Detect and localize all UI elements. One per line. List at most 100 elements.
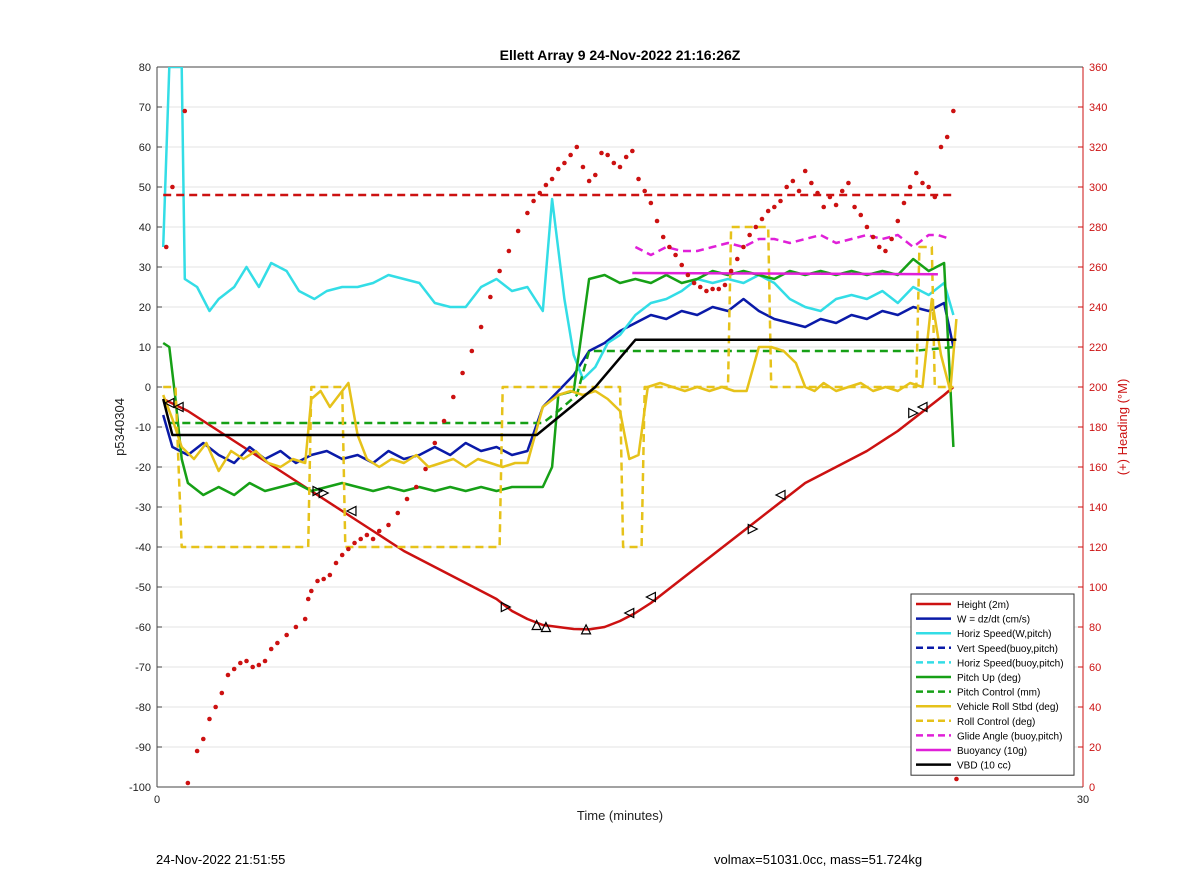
heading-point	[951, 108, 956, 114]
heading-point	[895, 218, 901, 224]
heading-point	[778, 198, 783, 204]
heading-point	[413, 484, 419, 490]
y-tick-label: -100	[129, 782, 151, 794]
legend-label: Roll Control (deg)	[957, 717, 1035, 728]
heading-point	[716, 286, 722, 292]
heading-point	[809, 180, 814, 186]
legend-label: Height (2m)	[957, 600, 1009, 611]
height-marker	[774, 489, 786, 501]
heading-point	[796, 188, 802, 194]
series-line	[169, 345, 954, 425]
heading-point	[568, 152, 573, 158]
y-axis-label: p5340304	[112, 398, 127, 456]
heading-point	[821, 204, 827, 210]
height-marker	[747, 523, 759, 535]
heading-point	[170, 184, 175, 190]
heading-point	[883, 248, 888, 254]
heading-point	[185, 780, 191, 786]
heading-point	[460, 370, 465, 376]
heading-point	[376, 528, 382, 534]
heading-point	[870, 234, 876, 240]
y-tick-label: 40	[139, 222, 151, 234]
y-tick-label: -30	[135, 502, 151, 514]
series-line	[162, 386, 955, 631]
heading-point	[710, 286, 715, 292]
series-line	[632, 271, 938, 276]
heading-point	[839, 188, 845, 194]
y2-axis-label: (+) Heading (°M)	[1115, 379, 1130, 476]
heading-point	[846, 180, 851, 186]
legend-label: W = dz/dt (cm/s)	[957, 615, 1030, 626]
heading-point	[901, 200, 907, 206]
x-axis-label: Time (minutes)	[577, 808, 663, 823]
heading-point	[451, 394, 456, 400]
heading-point	[630, 148, 635, 154]
heading-point	[858, 212, 864, 218]
heading-point	[244, 658, 249, 664]
heading-point	[469, 348, 475, 354]
footer-summary: volmax=51031.0cc, mass=51.724kg	[714, 852, 923, 867]
legend-box	[910, 593, 1075, 776]
heading-point	[352, 540, 357, 546]
heading-point	[599, 150, 604, 156]
heading-point	[697, 284, 703, 290]
series-line	[161, 338, 957, 437]
y2-tick-label: 100	[1089, 582, 1107, 594]
heading-point	[593, 172, 598, 178]
y2-tick-label: 240	[1089, 302, 1107, 314]
legend-label: Buoyancy (10g)	[957, 746, 1027, 757]
heading-point	[660, 234, 666, 240]
heading-point	[262, 658, 268, 664]
y2-tick-label: 320	[1089, 142, 1107, 154]
legend-label: Vehicle Roll Stbd (deg)	[957, 702, 1059, 713]
y-tick-label: 30	[139, 262, 151, 274]
heading-point	[441, 418, 447, 424]
y-tick-label: 50	[139, 182, 151, 194]
heading-point	[642, 188, 647, 194]
y2-tick-label: 360	[1089, 62, 1107, 74]
footer-timestamp: 24-Nov-2022 21:51:55	[156, 852, 286, 867]
y-tick-label: -20	[135, 462, 151, 474]
height-marker	[531, 619, 543, 631]
heading-point	[667, 244, 672, 250]
heading-point	[747, 232, 752, 238]
heading-point	[358, 536, 364, 542]
y-tick-label: -10	[135, 422, 151, 434]
heading-point	[321, 576, 326, 582]
legend-label: Glide Angle (buoy,pitch)	[957, 731, 1062, 742]
heading-point	[648, 200, 654, 206]
heading-point	[549, 176, 555, 182]
heading-point	[605, 152, 610, 158]
heading-point	[194, 748, 200, 754]
heading-point	[691, 280, 697, 286]
y-tick-label: -40	[135, 542, 151, 554]
heading-point	[944, 134, 950, 140]
heading-point	[815, 190, 820, 196]
heading-point	[654, 218, 660, 224]
y-tick-label: -60	[135, 622, 151, 634]
heading-point	[722, 282, 728, 288]
height-marker	[623, 607, 635, 619]
y2-tick-label: 60	[1089, 662, 1101, 674]
height-marker	[645, 591, 656, 603]
heading-point	[876, 244, 882, 250]
height-marker	[163, 397, 175, 409]
legend-label: Pitch Control (mm)	[957, 688, 1040, 699]
heading-point	[488, 294, 493, 300]
y2-tick-label: 200	[1089, 382, 1107, 394]
y2-tick-label: 340	[1089, 102, 1107, 114]
heading-point	[920, 180, 925, 186]
heading-point	[926, 184, 931, 190]
height-marker	[318, 487, 330, 499]
heading-point	[704, 288, 709, 294]
series-line	[161, 67, 955, 381]
heading-point	[506, 248, 512, 254]
heading-point	[802, 168, 808, 174]
heading-point	[268, 646, 274, 652]
heading-point	[574, 144, 580, 150]
heading-point	[225, 672, 231, 678]
heading-point	[182, 108, 188, 114]
heading-point	[543, 182, 549, 188]
heading-point	[497, 268, 502, 274]
